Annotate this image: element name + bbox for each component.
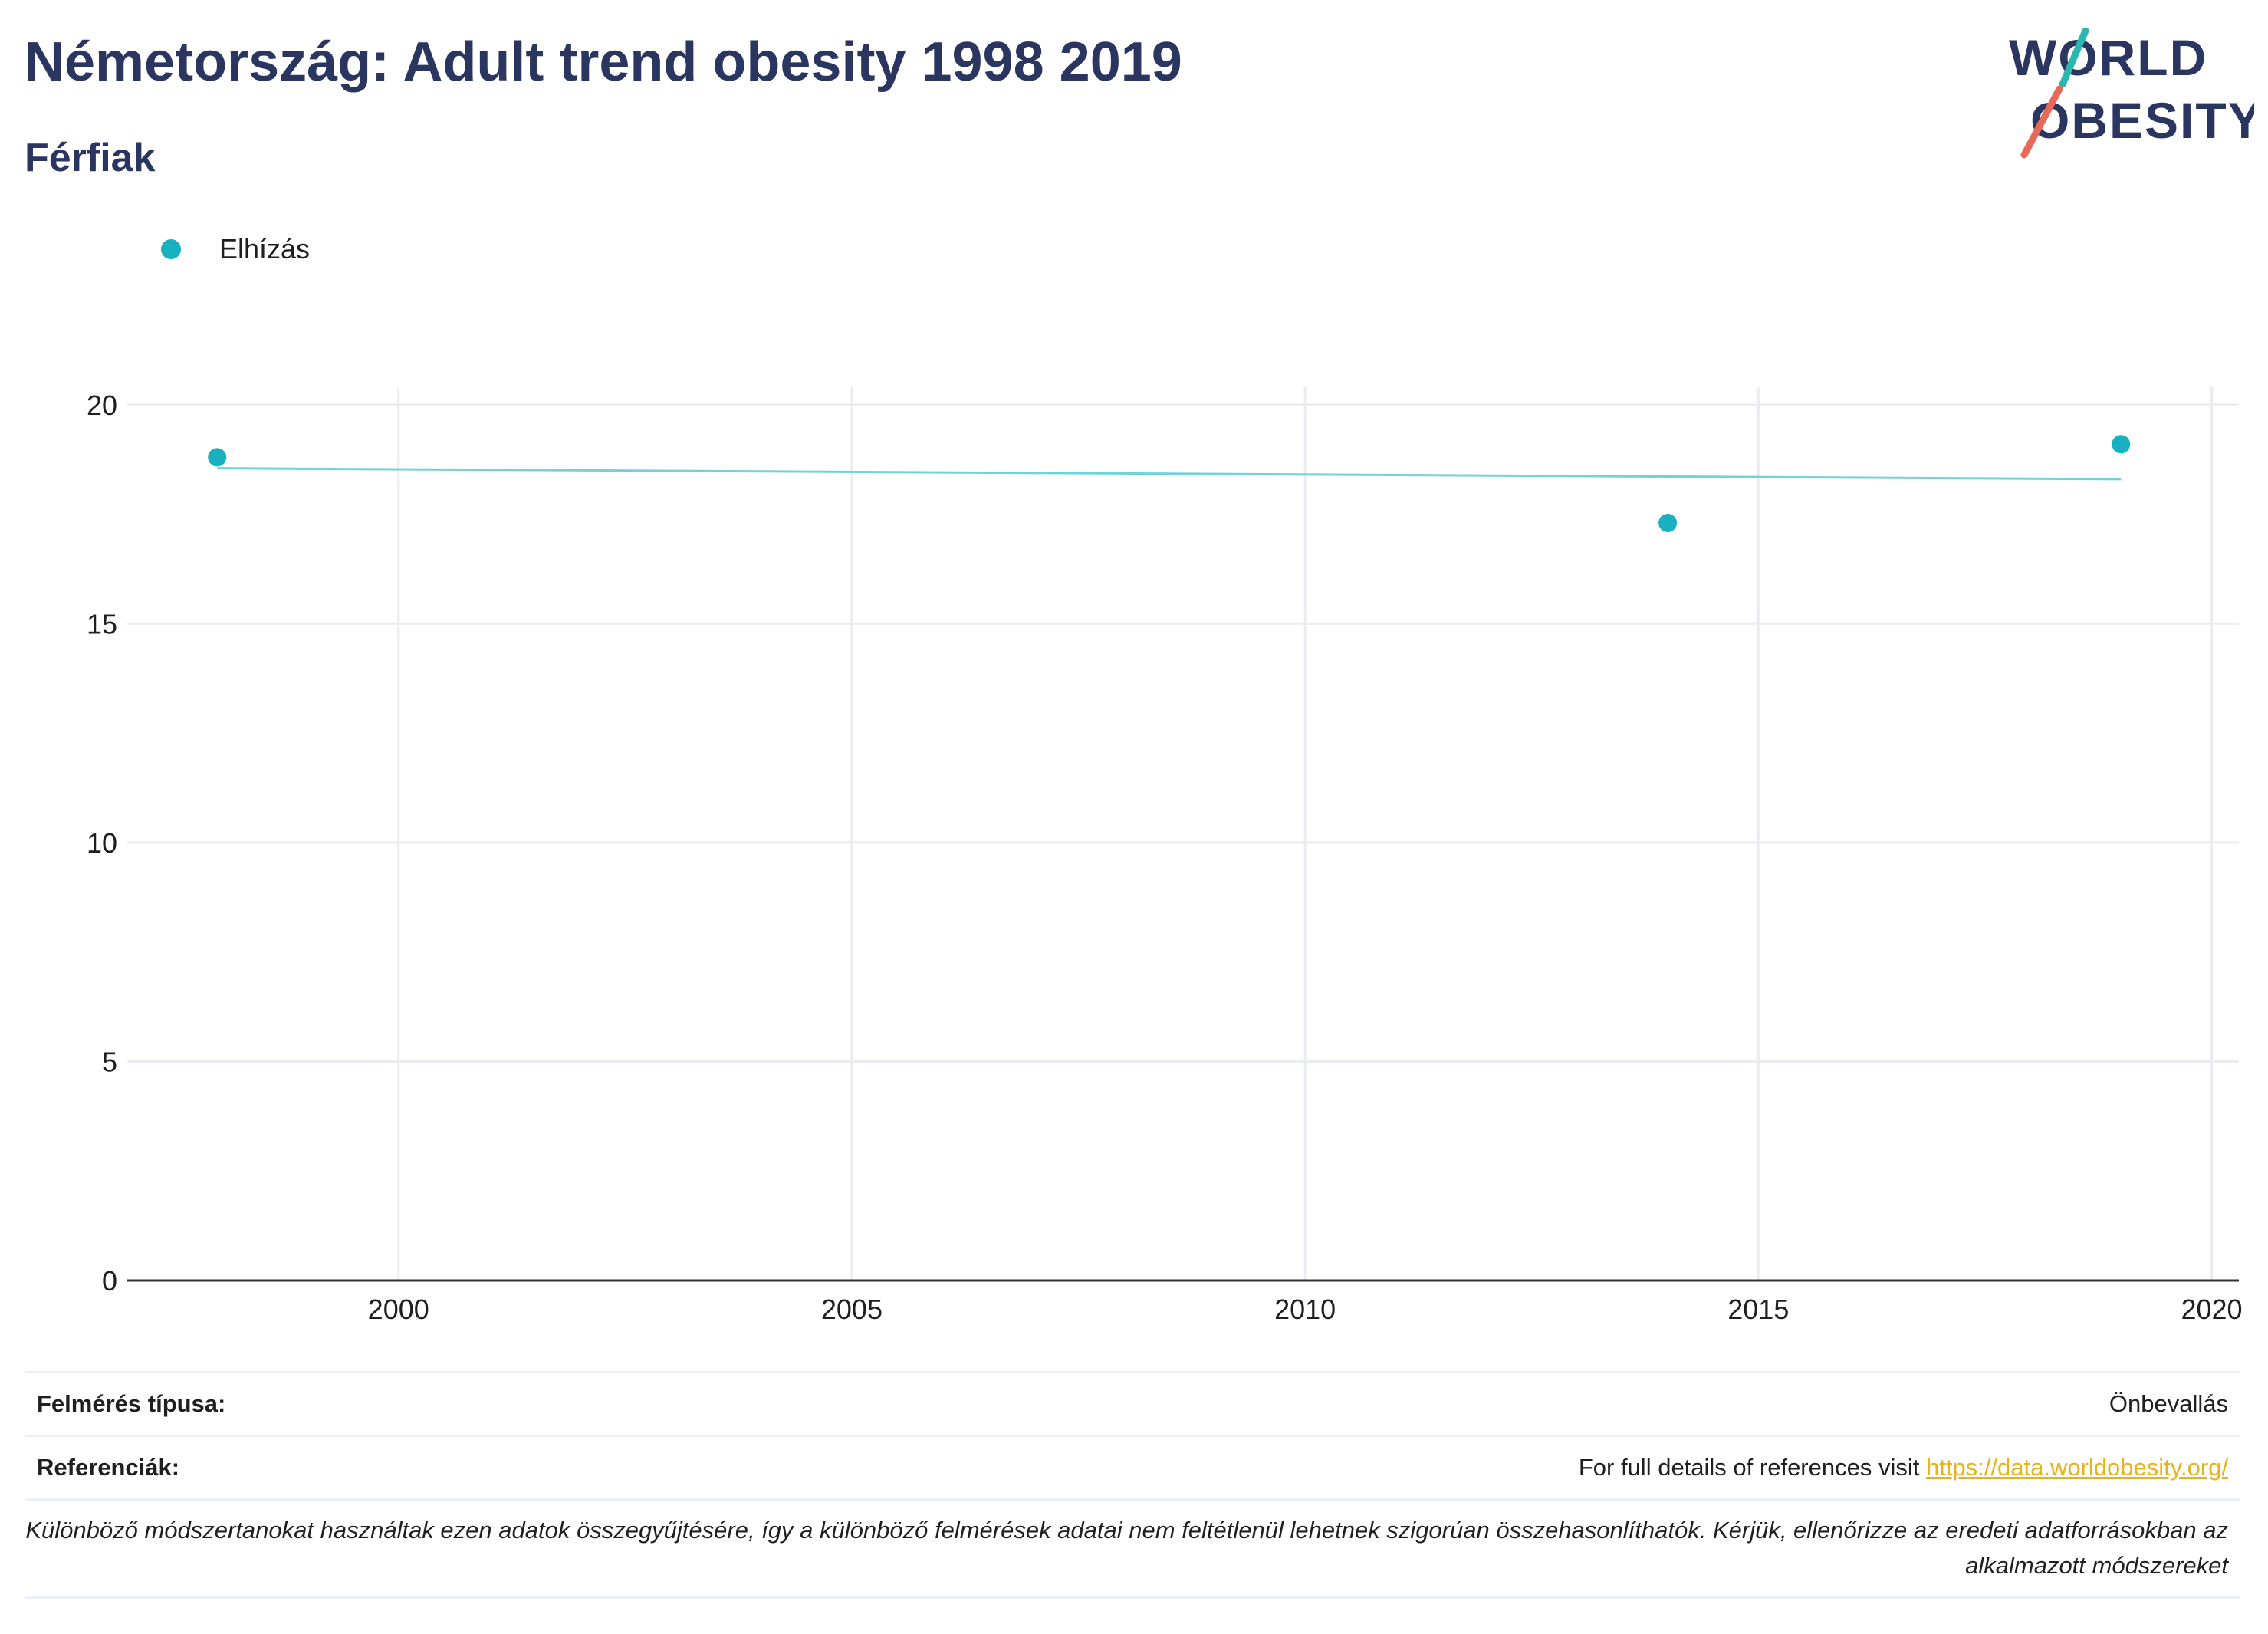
data-point <box>2112 435 2131 454</box>
methodology-note: Különböző módszertanokat használtak ezen… <box>25 1517 2228 1579</box>
y-tick-label: 15 <box>87 608 117 639</box>
survey-type-label: Felmérés típusa: <box>37 1390 226 1417</box>
x-tick-label: 2020 <box>2181 1294 2242 1325</box>
references-value: For full details of references visit htt… <box>1579 1454 2240 1481</box>
data-point <box>208 448 227 467</box>
divider <box>25 1371 2240 1373</box>
survey-type-row: Felmérés típusa: Önbevallás <box>25 1373 2240 1435</box>
y-tick-label: 20 <box>87 390 117 421</box>
divider <box>25 1596 2240 1599</box>
references-row: Referenciák: For full details of referen… <box>25 1437 2240 1498</box>
x-tick-label: 2010 <box>1274 1294 1336 1325</box>
svg-text:WORLD: WORLD <box>2009 29 2207 86</box>
x-tick-label: 2015 <box>1727 1294 1789 1325</box>
references-label: Referenciák: <box>37 1454 180 1481</box>
y-tick-label: 5 <box>102 1046 117 1077</box>
x-tick-label: 2000 <box>368 1294 429 1325</box>
legend-marker <box>161 239 181 259</box>
y-tick-label: 0 <box>102 1265 117 1297</box>
legend-label: Elhízás <box>219 233 311 265</box>
x-tick-label: 2005 <box>821 1294 883 1325</box>
page-title: Németország: Adult trend obesity 1998 20… <box>25 31 1182 93</box>
trend-chart: 0 5 10 15 20 2000 2005 2010 2015 2020 <box>87 387 2243 1325</box>
references-link[interactable]: https://data.worldobesity.org/ <box>1925 1454 2228 1481</box>
svg-text:OBESITY: OBESITY <box>2030 92 2254 149</box>
page-subtitle: Férfiak <box>25 136 156 180</box>
references-text: For full details of references visit <box>1578 1454 1926 1481</box>
trend-line <box>217 467 2122 481</box>
data-point <box>1658 514 1678 533</box>
chart-legend[interactable]: Elhízás <box>161 230 310 268</box>
survey-type-value: Önbevallás <box>2109 1390 2228 1417</box>
divider <box>25 1435 2240 1437</box>
world-obesity-logo: WORLD OBESITY <box>2009 27 2254 159</box>
y-tick-label: 10 <box>87 827 117 859</box>
divider <box>25 1498 2240 1501</box>
